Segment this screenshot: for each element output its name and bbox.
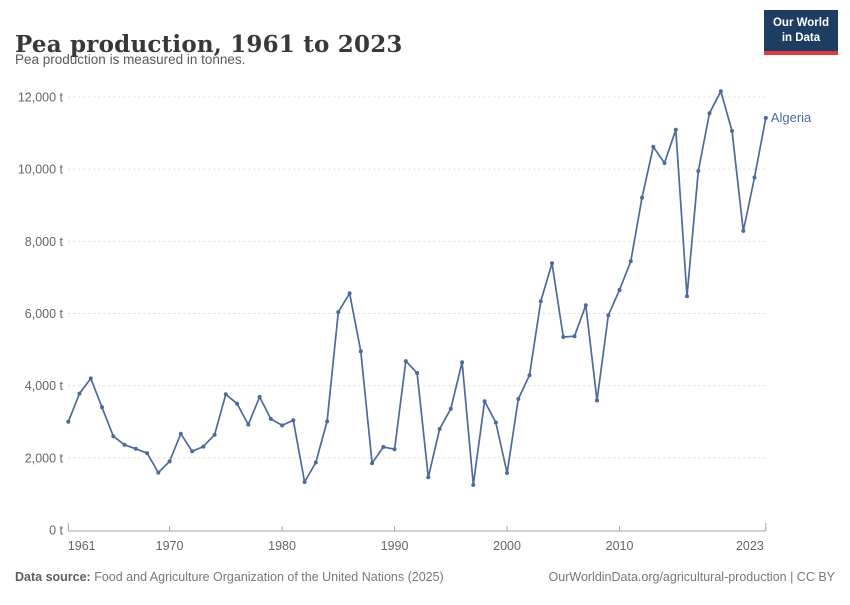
data-point-marker [347, 291, 352, 296]
data-point-marker [460, 360, 465, 365]
y-axis-tick-label: 2,000 t [25, 451, 64, 465]
x-axis-tick-label: 2000 [493, 539, 521, 553]
data-point-marker [707, 111, 712, 116]
data-point-marker [100, 405, 104, 410]
chart-footer: Data source: Food and Agriculture Organi… [0, 566, 850, 592]
data-point-marker [212, 432, 217, 437]
data-point-marker [257, 394, 262, 399]
data-point-marker [156, 470, 161, 475]
data-point-marker [268, 416, 273, 421]
data-point-marker [313, 460, 318, 465]
data-point-marker [493, 420, 498, 425]
data-point-marker [133, 446, 138, 451]
data-point-marker [595, 398, 599, 403]
data-point-marker [325, 419, 330, 424]
x-axis-tick-label: 1980 [268, 539, 296, 553]
data-point-marker [178, 431, 183, 436]
data-point-marker [583, 303, 588, 308]
x-axis-tick-label: 1961 [68, 539, 96, 553]
data-point-marker [370, 461, 375, 466]
data-point-marker [763, 115, 768, 120]
y-axis-tick-label: 12,000 t [18, 91, 64, 105]
data-point-marker [606, 313, 611, 318]
page-title: Pea production, 1961 to 2023 [15, 31, 403, 59]
data-point-marker [66, 419, 71, 424]
data-point-marker [482, 399, 487, 404]
x-axis-tick-label: 1990 [381, 539, 409, 553]
data-point-marker [527, 373, 532, 378]
data-point-marker [550, 261, 554, 266]
data-point-marker [167, 459, 172, 464]
data-point-marker [561, 335, 566, 339]
data-point-marker [538, 299, 543, 304]
data-point-marker [291, 418, 296, 423]
data-point-marker [685, 294, 689, 299]
license-link[interactable]: OurWorldinData.org/agricultural-producti… [548, 570, 835, 584]
line-series-algeria[interactable] [67, 90, 767, 486]
data-point-marker [122, 442, 127, 447]
data-point-marker [628, 259, 633, 264]
data-point-marker [145, 451, 150, 456]
data-point-marker [426, 475, 431, 480]
data-point-marker [516, 397, 521, 401]
y-axis-tick-label: 8,000 t [25, 235, 64, 249]
data-point-marker [448, 406, 453, 411]
owid-logo-line1: Our World [772, 17, 829, 29]
data-point-marker [381, 445, 386, 449]
chart-subtitle: Pea production is measured in tonnes. [15, 52, 246, 67]
data-point-marker [696, 169, 701, 173]
data-point-marker [88, 376, 93, 381]
data-point-marker [235, 401, 240, 406]
data-point-marker [662, 161, 667, 165]
data-point-marker [741, 228, 746, 233]
data-point-marker [572, 334, 577, 339]
data-point-marker [718, 89, 723, 94]
y-axis-tick-label: 10,000 t [18, 163, 64, 177]
data-point-marker [730, 128, 734, 133]
series-label-algeria: Algeria [771, 110, 812, 125]
owid-logo-line2: in Data [781, 31, 821, 44]
data-point-marker [201, 444, 206, 449]
data-point-marker [111, 434, 116, 439]
data-point-marker [505, 471, 510, 475]
data-point-marker [471, 482, 476, 487]
data-point-marker [752, 175, 757, 180]
data-point-marker [392, 447, 397, 452]
data-point-marker [617, 288, 622, 292]
y-axis-tick-label: 4,000 t [25, 379, 64, 393]
data-source-note: Data source: Food and Agriculture Organi… [15, 570, 444, 584]
data-point-marker [336, 310, 341, 315]
data-point-marker [640, 195, 644, 200]
x-axis-tick-label: 2010 [606, 539, 634, 553]
data-point-marker [223, 392, 228, 397]
data-point-marker [190, 449, 195, 454]
data-source-text: Food and Agriculture Organization of the… [90, 570, 444, 584]
data-point-marker [246, 422, 251, 427]
x-axis-tick-label: 1970 [156, 539, 184, 553]
data-point-marker [673, 127, 678, 132]
data-point-marker [403, 359, 408, 364]
data-point-marker [302, 480, 307, 484]
data-point-marker [437, 427, 442, 431]
data-point-marker [415, 371, 420, 375]
x-axis-tick-label: 2023 [736, 539, 764, 553]
data-point-marker [358, 349, 363, 354]
y-axis-tick-label: 0 t [49, 524, 63, 538]
data-point-marker [651, 144, 656, 149]
owid-logo[interactable]: Our World in Data [763, 10, 838, 55]
data-source-label: Data source: [15, 570, 91, 584]
y-axis-tick-label: 6,000 t [25, 307, 64, 321]
data-point-marker [77, 391, 82, 396]
data-point-marker [280, 423, 285, 428]
